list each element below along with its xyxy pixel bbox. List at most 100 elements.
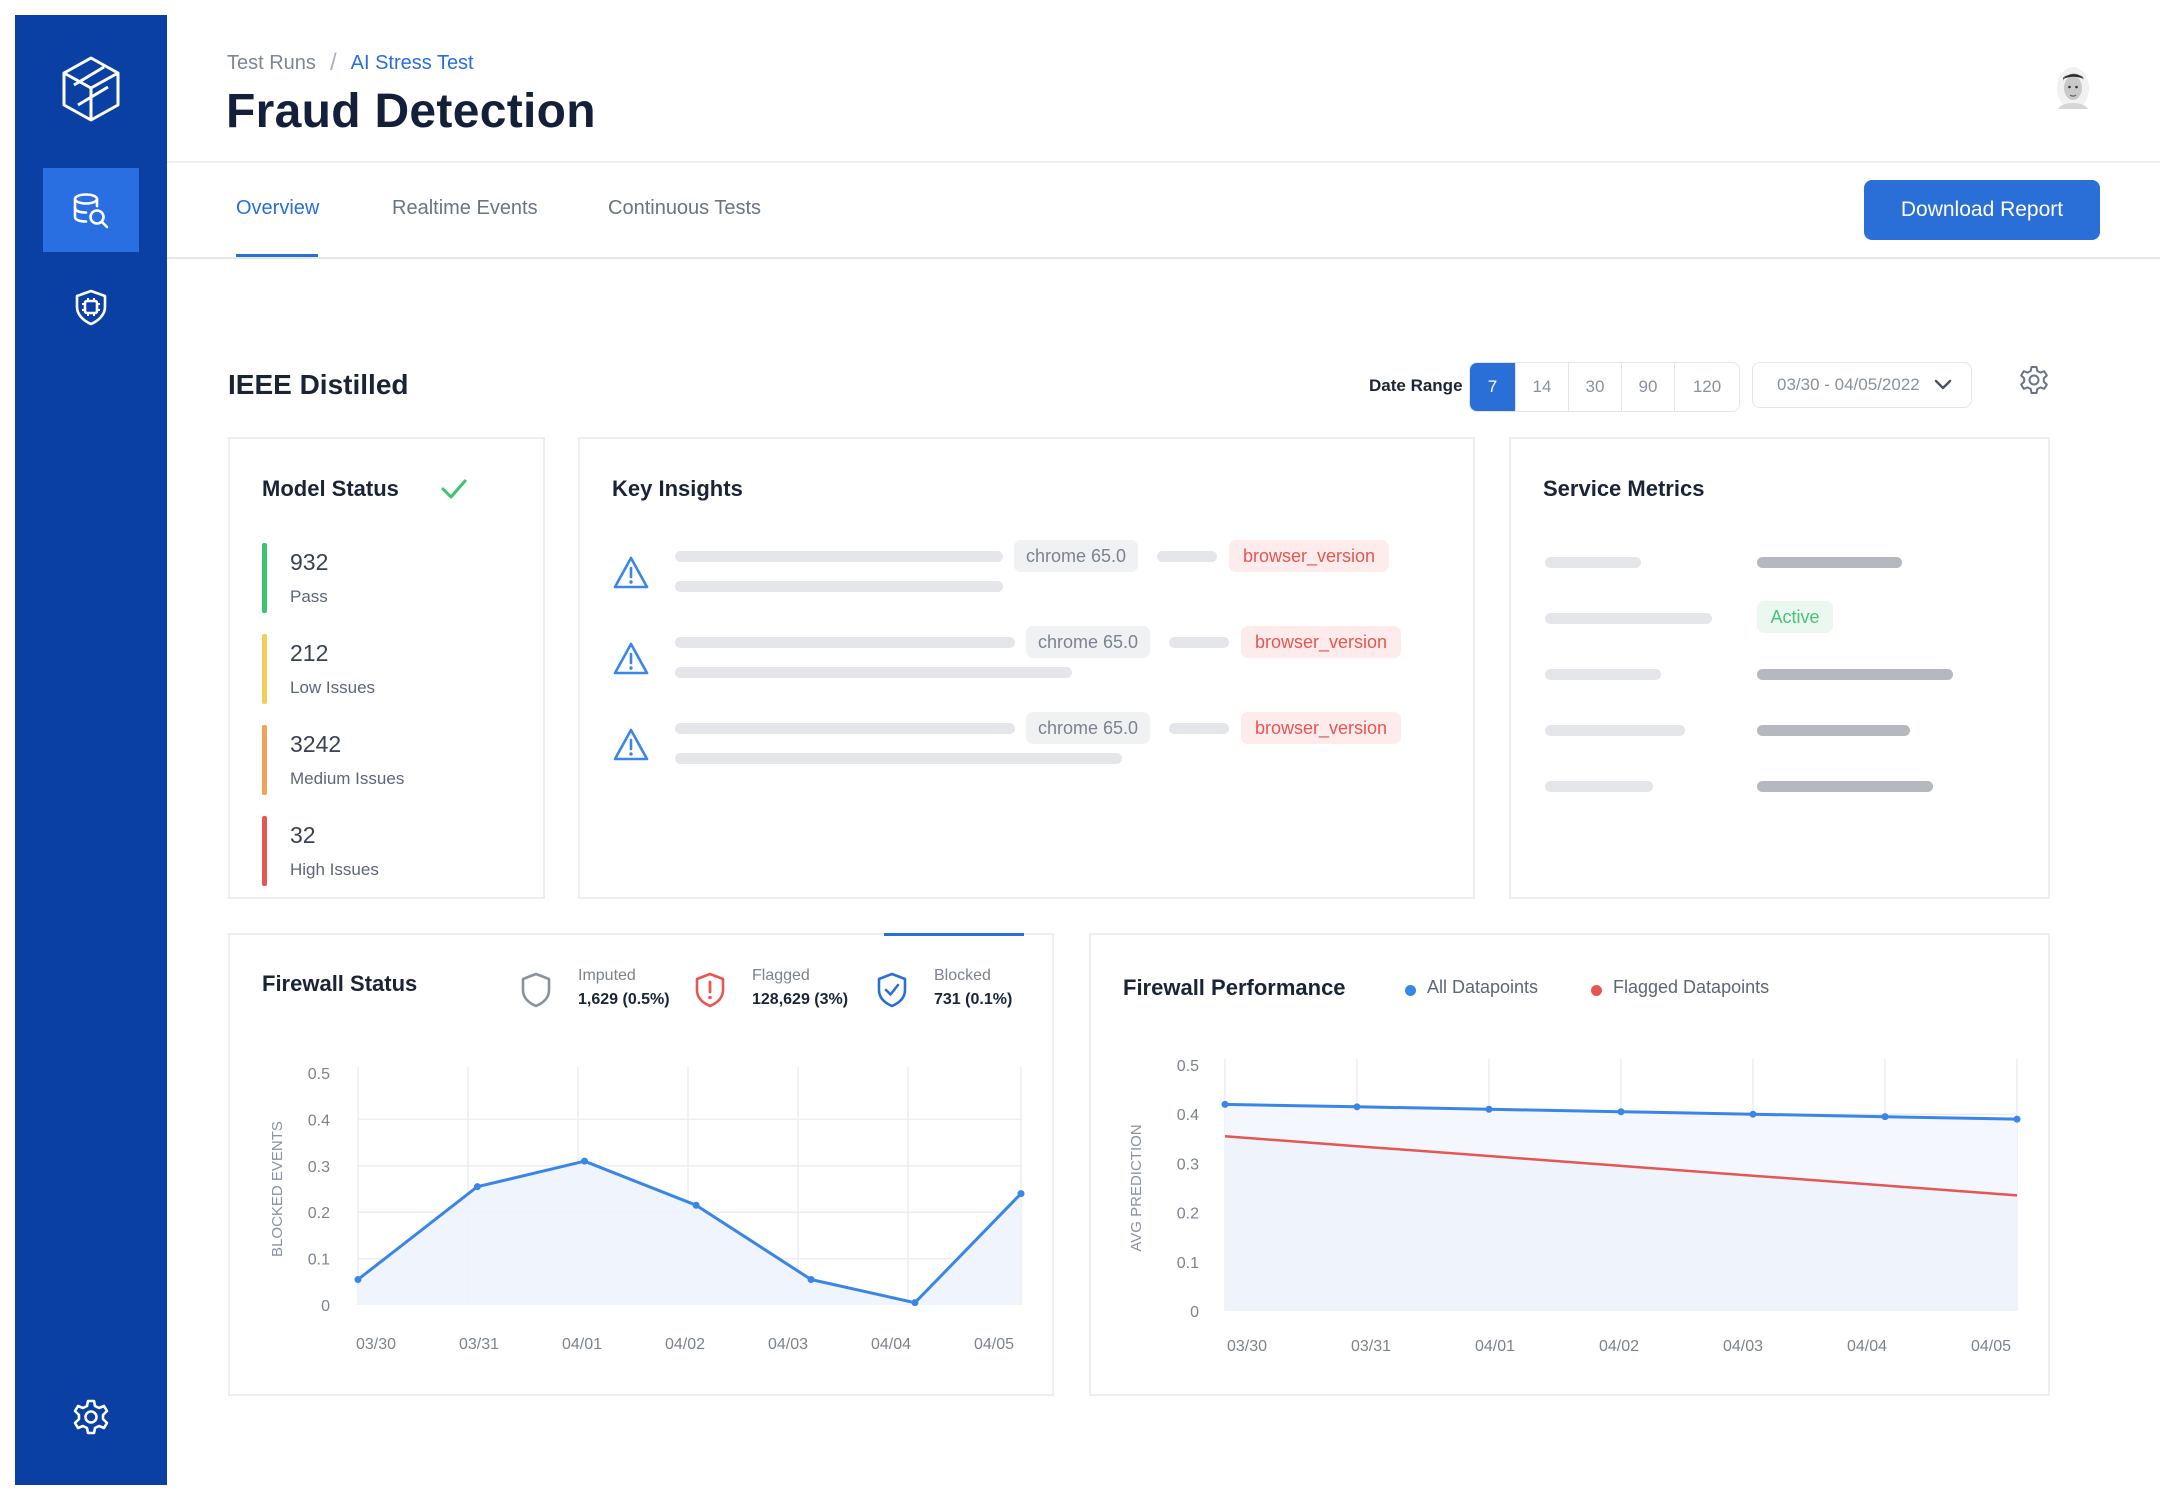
- data-point: [807, 1275, 815, 1283]
- x-tick-label: 03/31: [1351, 1338, 1391, 1355]
- service-metrics-title: Service Metrics: [1543, 476, 1705, 501]
- x-tick-label: 04/05: [1971, 1338, 2011, 1355]
- x-tick-label: 04/05: [974, 1336, 1014, 1353]
- field-chip: browser_version: [1241, 712, 1401, 744]
- range-14-button[interactable]: 14: [1516, 363, 1569, 411]
- breadcrumb-test-runs[interactable]: Test Runs: [227, 51, 316, 74]
- legend-flagged-dot: [1591, 985, 1602, 996]
- tag-chip: chrome 65.0: [1014, 540, 1138, 572]
- legend-all-dot: [1405, 985, 1416, 996]
- y-tick-label: 0.4: [308, 1112, 330, 1129]
- metric-label-placeholder: [1545, 725, 1685, 736]
- legend-blocked-value: 731 (0.1%): [934, 991, 1013, 1008]
- breadcrumb-current[interactable]: AI Stress Test: [350, 51, 474, 74]
- status-low-issues: 212 Low Issues: [262, 634, 482, 704]
- cube-logo-icon[interactable]: [60, 55, 122, 123]
- status-value: 212: [290, 640, 329, 666]
- breadcrumb: Test Runs / AI Stress Test: [227, 49, 474, 77]
- status-value: 3242: [290, 731, 342, 757]
- shield-chip-icon: [75, 289, 107, 326]
- status-label: Medium Issues: [290, 769, 405, 788]
- sidebar-item-settings[interactable]: [43, 1375, 139, 1459]
- legend-all-datapoints[interactable]: All Datapoints: [1427, 977, 1539, 997]
- range-7-button[interactable]: 7: [1470, 363, 1516, 411]
- y-tick-label: 0.2: [1177, 1206, 1199, 1223]
- tab-continuous-tests[interactable]: Continuous Tests: [608, 197, 762, 219]
- area-fill: [358, 1161, 1021, 1305]
- shield-check-icon: [877, 972, 907, 1008]
- range-90-button[interactable]: 90: [1622, 363, 1675, 411]
- firewall-status-chart: 0.5 0.4 0.3 0.2 0.1 0 03/30 03/31 04/01 04/02 04/0…: [269, 1066, 1025, 1353]
- status-bar: [262, 725, 267, 795]
- tag-chip: chrome 65.0: [1026, 712, 1150, 744]
- sidebar-item-data[interactable]: [43, 168, 139, 252]
- placeholder-line: [675, 667, 1072, 678]
- x-tick-label: 03/30: [356, 1336, 396, 1353]
- page-title: Fraud Detection: [226, 85, 596, 138]
- data-point: [1353, 1103, 1361, 1111]
- active-tab-indicator: [236, 254, 318, 257]
- shield-alert-icon: [695, 972, 725, 1008]
- data-point: [911, 1299, 919, 1307]
- status-label: High Issues: [290, 860, 379, 879]
- y-axis-label: AVG PREDICTION: [1128, 1124, 1145, 1251]
- sidebar: [15, 15, 167, 1485]
- x-tick-label: 03/30: [1227, 1338, 1267, 1355]
- download-report-button[interactable]: Download Report: [1864, 180, 2100, 240]
- range-120-button[interactable]: 120: [1675, 363, 1739, 411]
- status-bar: [262, 816, 267, 886]
- tab-realtime-events[interactable]: Realtime Events: [392, 197, 538, 219]
- y-axis-label: BLOCKED EVENTS: [269, 1121, 286, 1257]
- status-pass: 932 Pass: [262, 543, 482, 613]
- warning-icon: [613, 642, 649, 675]
- metric-label-placeholder: [1545, 613, 1712, 624]
- tab-overview[interactable]: Overview: [236, 197, 320, 219]
- data-point: [473, 1183, 481, 1191]
- warning-icon: [613, 556, 649, 589]
- sidebar-item-security[interactable]: [43, 265, 139, 349]
- field-chip: browser_version: [1241, 626, 1401, 658]
- y-tick-label: 0.3: [1177, 1156, 1199, 1173]
- chevron-down-icon: [1934, 379, 1951, 390]
- range-30-button[interactable]: 30: [1569, 363, 1622, 411]
- firewall-status-card: Firewall Status Imputed 1,629 (0.5%) Fla…: [228, 933, 1054, 1396]
- field-chip: browser_version: [1229, 540, 1389, 572]
- header-divider: [167, 161, 2160, 163]
- active-legend-indicator: [884, 933, 1024, 936]
- legend-flagged-label: Flagged: [752, 967, 810, 984]
- breadcrumb-separator: /: [329, 49, 337, 76]
- metric-label-placeholder: [1545, 781, 1653, 792]
- metric-value-placeholder: [1757, 781, 1933, 792]
- placeholder-line: [675, 723, 1015, 734]
- metric-label-placeholder: [1545, 557, 1641, 568]
- x-tick-label: 04/02: [665, 1336, 705, 1353]
- placeholder-line: [675, 581, 1003, 592]
- check-icon: [441, 479, 467, 499]
- y-tick-label: 0.5: [308, 1066, 330, 1083]
- settings-gear-icon[interactable]: [2018, 364, 2050, 396]
- placeholder-line: [675, 637, 1015, 648]
- series-line-flagged: [1224, 1135, 2018, 1197]
- data-point: [1485, 1105, 1493, 1113]
- status-bar: [262, 543, 267, 613]
- legend-flagged-datapoints[interactable]: Flagged Datapoints: [1613, 977, 1770, 997]
- date-picker-select[interactable]: 03/30 - 04/05/2022: [1752, 362, 1972, 408]
- status-medium-issues: 3242 Medium Issues: [262, 725, 482, 795]
- y-tick-label: 0: [321, 1298, 330, 1315]
- data-point: [1617, 1108, 1625, 1116]
- x-tick-label: 04/03: [1723, 1338, 1763, 1355]
- x-tick-label: 04/04: [871, 1336, 911, 1353]
- y-tick-label: 0.4: [1177, 1107, 1199, 1124]
- date-range-label: Date Range: [1369, 376, 1463, 395]
- x-tick-label: 04/01: [562, 1336, 602, 1353]
- data-point: [692, 1201, 700, 1209]
- x-tick-label: 04/03: [768, 1336, 808, 1353]
- data-point: [1221, 1100, 1229, 1108]
- metric-value-placeholder: [1757, 557, 1902, 568]
- model-status-title: Model Status: [262, 476, 399, 501]
- metric-value-placeholder: [1757, 669, 1953, 680]
- placeholder-line: [675, 753, 1122, 764]
- service-metrics-card: Service Metrics Active: [1509, 437, 2050, 899]
- metric-value-placeholder: [1757, 725, 1910, 736]
- user-avatar[interactable]: [2052, 64, 2094, 112]
